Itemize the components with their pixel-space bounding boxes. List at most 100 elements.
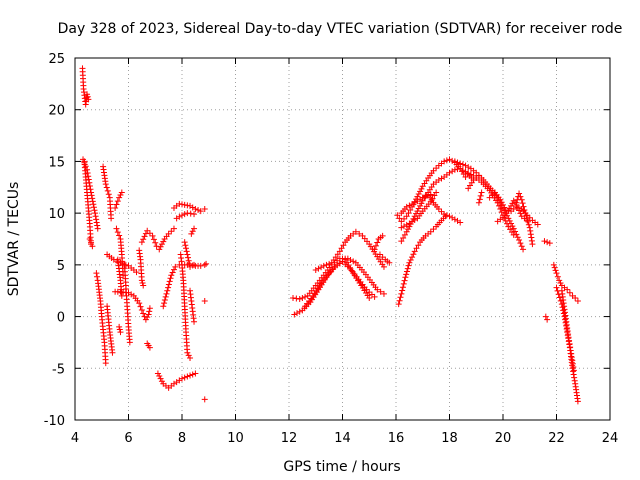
data-point [446,213,453,220]
data-point [557,279,564,286]
data-point [184,373,191,380]
data-point [409,201,416,208]
data-point [395,301,402,308]
data-point [441,158,448,165]
data-point [89,243,96,250]
data-point [164,287,171,294]
y-tick-label: 5 [57,259,65,274]
data-point [417,188,424,195]
data-point [396,297,403,304]
data-point [534,221,541,228]
data-point [571,377,578,384]
data-point [475,172,482,179]
data-point [570,367,577,374]
x-tick-label: 8 [178,431,186,446]
data-point [187,372,194,379]
data-point [526,214,533,221]
data-point [497,206,504,213]
data-point [142,316,149,323]
data-point [137,303,144,310]
data-point [90,204,97,211]
data-point [146,305,153,312]
data-point [430,167,437,174]
data-point [191,318,198,325]
data-point [326,260,333,267]
data-point [403,268,410,275]
data-point [527,231,534,238]
data-point [158,241,165,248]
data-point [403,228,410,235]
data-point [118,292,125,299]
data-point [150,236,157,243]
data-point [508,202,515,209]
data-point [192,206,199,213]
data-point [161,297,168,304]
data-point [294,310,301,317]
data-point [415,205,422,212]
data-point [459,161,466,168]
data-point [105,191,112,198]
x-tick-label: 24 [602,431,619,446]
data-point [197,262,204,269]
data-point [467,171,474,178]
data-point [451,216,458,223]
data-point [478,189,485,196]
data-point [438,175,445,182]
data-point [528,237,535,244]
data-point [102,360,109,367]
data-point [112,204,119,211]
data-point [187,202,194,209]
data-point [513,199,520,206]
data-point [454,217,461,224]
data-point [92,210,99,217]
data-point [168,272,175,279]
data-point [396,215,403,222]
data-point [516,237,523,244]
data-point [567,344,574,351]
data-point [144,314,151,321]
data-point [140,282,147,289]
data-point [520,203,527,210]
data-point [569,360,576,367]
data-point [116,326,123,333]
data-point [146,230,153,237]
data-point [574,298,581,305]
data-point [371,293,378,300]
data-point [187,354,194,361]
data-point [431,192,438,199]
data-point [176,213,183,220]
data-point [406,202,413,209]
data-point [379,254,386,261]
data-point [371,246,378,253]
data-point [398,218,405,225]
data-point [517,240,524,247]
data-point [320,262,327,269]
data-point [84,93,91,100]
data-point [564,286,571,293]
data-point [181,239,188,246]
data-point [176,200,183,207]
x-tick-label: 10 [227,431,244,446]
data-point [462,173,469,180]
data-point [462,162,469,169]
grid-lines [75,58,610,420]
data-point [93,270,100,277]
data-point [302,293,309,300]
data-point [505,208,512,215]
data-point [451,158,458,165]
data-point [513,231,520,238]
data-point [379,232,386,239]
data-point [160,238,167,245]
data-point [476,196,483,203]
data-point [398,238,405,245]
data-point [192,370,199,377]
data-point [568,350,575,357]
data-point [90,201,97,208]
data-point [169,269,176,276]
data-point [546,240,553,247]
data-point [113,225,120,232]
data-point [168,228,175,235]
data-point [299,294,306,301]
data-point [170,225,177,232]
data-point [344,255,351,262]
